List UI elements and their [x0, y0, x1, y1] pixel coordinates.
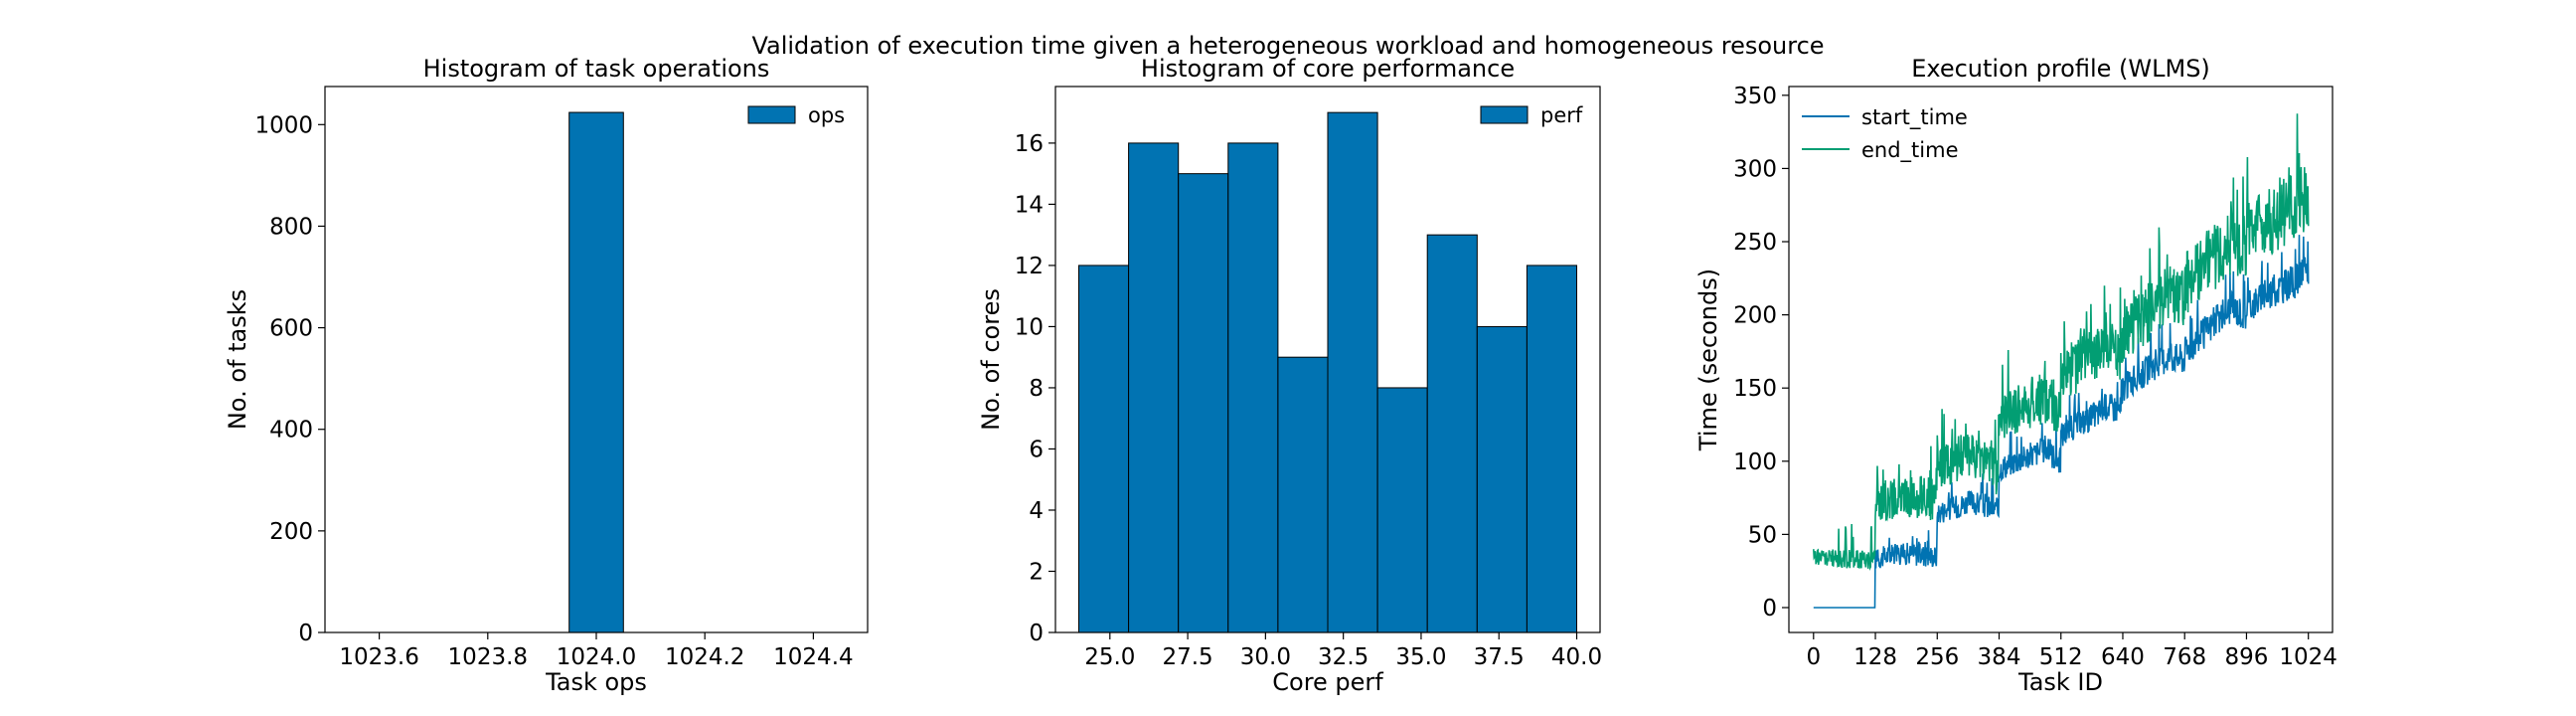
y-tick-label: 12: [1015, 254, 1044, 279]
x-tick-label: 35.0: [1395, 644, 1446, 670]
x-tick-label: 1023.6: [339, 644, 418, 670]
x-tick-label: 30.0: [1240, 644, 1291, 670]
histogram-bar: [1376, 387, 1428, 633]
y-tick-label: 300: [1733, 156, 1777, 182]
x-tick-label: 1024: [2279, 644, 2337, 670]
y-tick-label: 200: [269, 519, 313, 545]
y-tick-label: 14: [1015, 192, 1044, 218]
histogram-bar: [1526, 265, 1578, 633]
y-axis-label: No. of tasks: [224, 289, 251, 430]
x-tick-label: 512: [2039, 644, 2083, 670]
y-tick-label: 600: [269, 316, 313, 342]
y-tick-label: 6: [1029, 437, 1044, 462]
y-axis-label: No. of cores: [977, 288, 1005, 431]
y-tick-label: 10: [1015, 314, 1044, 340]
chart-title: Histogram of core performance: [1141, 55, 1515, 83]
legend-label: start_time: [1861, 105, 1968, 130]
x-tick-label: 1024.0: [557, 644, 636, 670]
x-tick-label: 1023.8: [448, 644, 528, 670]
x-tick-label: 1024.4: [773, 644, 853, 670]
legend-swatch: [1480, 105, 1529, 124]
y-tick-label: 100: [1733, 449, 1777, 475]
x-tick-label: 768: [2163, 644, 2206, 670]
x-tick-label: 25.0: [1084, 644, 1135, 670]
chart-title: Execution profile (WLMS): [1911, 55, 2210, 83]
x-tick-label: 27.5: [1162, 644, 1212, 670]
histogram-bar: [1277, 356, 1329, 633]
y-tick-label: 16: [1015, 131, 1044, 157]
histogram-bar: [1476, 325, 1528, 633]
y-tick-label: 200: [1733, 303, 1777, 329]
histogram-bar: [568, 111, 624, 633]
y-tick-label: 350: [1733, 84, 1777, 109]
histogram-bar: [1178, 173, 1229, 633]
legend-label: ops: [808, 103, 845, 127]
x-axis-label: Task ops: [545, 668, 647, 696]
histogram-bar: [1426, 234, 1478, 633]
series-line-start-time: [1813, 235, 2310, 609]
y-tick-label: 2: [1029, 559, 1044, 585]
x-axis-label: Task ID: [2017, 668, 2103, 696]
x-tick-label: 1024.2: [665, 644, 744, 670]
series-line-end-time: [1813, 113, 2310, 572]
y-axis-label: Time (seconds): [1694, 268, 1722, 451]
x-tick-label: 384: [1978, 644, 2021, 670]
x-tick-label: 896: [2224, 644, 2268, 670]
y-tick-label: 4: [1029, 498, 1044, 524]
chart-title: Histogram of task operations: [423, 55, 770, 83]
y-tick-label: 400: [269, 418, 313, 444]
y-tick-label: 0: [1029, 621, 1044, 646]
y-tick-label: 50: [1748, 522, 1777, 548]
x-axis-label: Core perf: [1272, 668, 1383, 696]
histogram-bar: [1077, 265, 1130, 633]
x-tick-label: 40.0: [1551, 644, 1602, 670]
x-tick-label: 128: [1853, 644, 1897, 670]
x-tick-label: 0: [1806, 644, 1821, 670]
y-tick-label: 0: [1762, 596, 1777, 622]
legend-label: perf: [1540, 103, 1583, 127]
y-tick-label: 250: [1733, 230, 1777, 256]
y-tick-label: 800: [269, 214, 313, 240]
histogram-bar: [1327, 111, 1378, 633]
x-tick-label: 37.5: [1474, 644, 1525, 670]
axes-frame: [1054, 86, 1601, 633]
y-tick-label: 0: [298, 621, 313, 646]
y-tick-label: 1000: [254, 112, 313, 138]
legend-swatch: [747, 105, 796, 124]
x-tick-label: 256: [1915, 644, 1959, 670]
histogram-bar: [1128, 142, 1180, 633]
x-tick-label: 640: [2101, 644, 2145, 670]
y-tick-label: 150: [1733, 376, 1777, 402]
legend-label: end_time: [1861, 138, 1959, 163]
y-tick-label: 8: [1029, 376, 1044, 402]
figure-suptitle: Validation of execution time given a het…: [751, 32, 1824, 60]
histogram-bar: [1227, 142, 1279, 633]
x-tick-label: 32.5: [1318, 644, 1368, 670]
